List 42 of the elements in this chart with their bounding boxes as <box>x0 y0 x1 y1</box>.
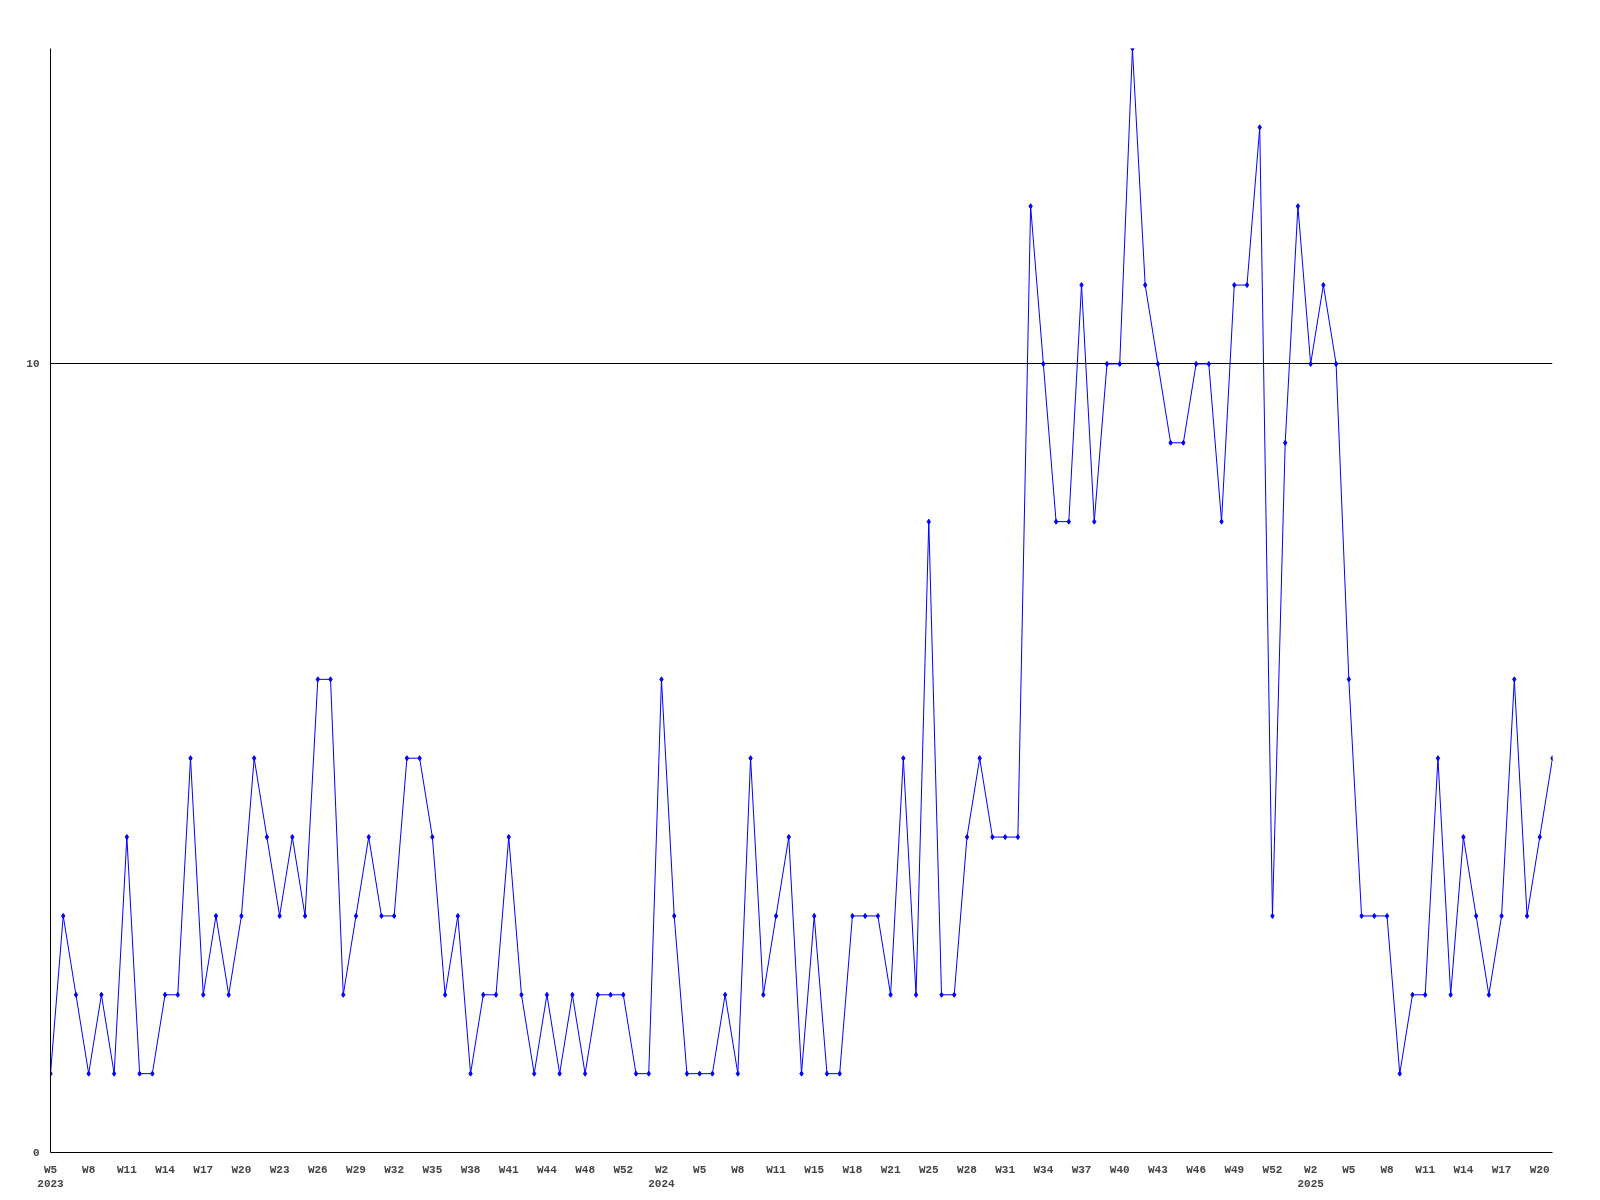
x-tick-label: W52 <box>1262 1163 1283 1176</box>
x-tick-label: W17 <box>193 1163 214 1176</box>
x-tick-label: W40 <box>1109 1163 1130 1176</box>
x-tick-label: W26 <box>307 1163 328 1176</box>
x-tick-label: W5 <box>693 1163 707 1176</box>
x-tick-label: W44 <box>537 1163 558 1176</box>
x-tick-label: W49 <box>1224 1163 1245 1176</box>
x-tick-label: W31 <box>995 1163 1016 1176</box>
x-tick-label: W15 <box>804 1163 825 1176</box>
x-tick-label: W17 <box>1491 1163 1512 1176</box>
x-tick-label: W8 <box>1380 1163 1395 1176</box>
y-tick-label: 0 <box>32 1147 40 1159</box>
x-tick-label: W2 2025 <box>1297 1163 1325 1190</box>
x-tick-label: W35 <box>422 1163 443 1176</box>
x-tick-label: W41 <box>498 1163 520 1176</box>
x-tick-label: W32 <box>384 1163 405 1176</box>
x-tick-label: W43 <box>1148 1163 1169 1176</box>
x-tick-label: W21 <box>880 1163 901 1176</box>
x-tick-label: W8 <box>731 1163 745 1176</box>
x-tick-label: W14 <box>155 1163 176 1176</box>
x-tick-label: W48 <box>575 1163 596 1176</box>
x-tick-label: W52 <box>613 1163 634 1176</box>
x-tick-label: W5 <box>1342 1163 1356 1176</box>
x-tick-label: W34 <box>1033 1163 1054 1176</box>
x-tick-label: W5 2023 <box>37 1163 65 1190</box>
x-tick-label: W2 2024 <box>648 1163 676 1190</box>
x-tick-label: W46 <box>1186 1163 1206 1176</box>
y-tick-label: 10 <box>26 358 40 371</box>
x-tick-label: W11 <box>116 1163 138 1176</box>
x-tick-label: W28 <box>957 1163 978 1176</box>
x-tick-label: W18 <box>842 1163 863 1176</box>
x-tick-label: W23 <box>269 1163 290 1176</box>
x-tick-label: W11 <box>1415 1163 1436 1176</box>
x-tick-label: W20 <box>231 1163 252 1176</box>
x-tick-label: W38 <box>460 1163 481 1176</box>
x-tick-label: W25 <box>918 1163 940 1176</box>
x-tick-label: W29 <box>346 1163 366 1176</box>
x-tick-label: W8 <box>82 1163 96 1176</box>
x-tick-label: W37 <box>1071 1163 1092 1176</box>
x-tick-label: W11 <box>766 1163 787 1176</box>
x-tick-label: W20 <box>1529 1163 1550 1176</box>
x-tick-label: W14 <box>1453 1163 1474 1176</box>
